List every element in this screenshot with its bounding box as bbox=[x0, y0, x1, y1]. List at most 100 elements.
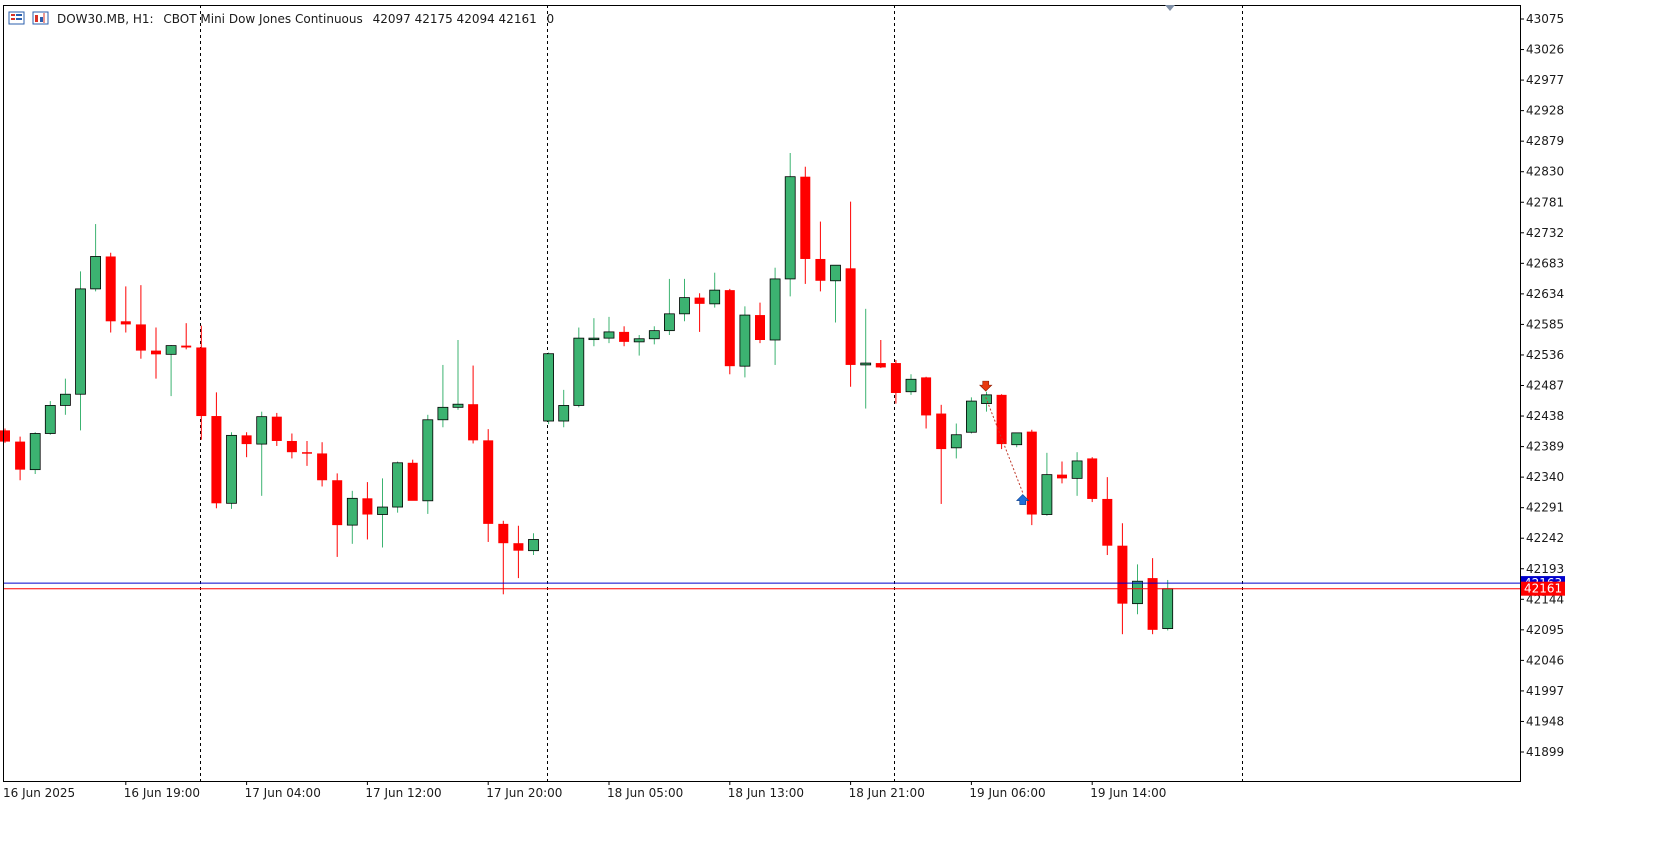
price-tick-label: 43075 bbox=[1526, 12, 1564, 26]
bear-candle-body bbox=[936, 413, 947, 450]
price-tick-label: 42389 bbox=[1526, 440, 1564, 454]
candle bbox=[498, 520, 509, 595]
trade-markers bbox=[979, 380, 1030, 505]
candle bbox=[483, 429, 494, 542]
candle bbox=[90, 224, 101, 292]
price-tick-label: 42781 bbox=[1526, 195, 1564, 209]
candle bbox=[875, 339, 886, 369]
bull-candle-body bbox=[769, 278, 781, 341]
symbol-label: DOW30.MB, H1: bbox=[57, 12, 154, 26]
price-tick-label: 42536 bbox=[1526, 348, 1564, 362]
bull-candle-body bbox=[346, 497, 358, 526]
candle bbox=[196, 325, 207, 440]
price-tick-label: 42585 bbox=[1526, 317, 1564, 331]
bear-candle-body bbox=[302, 452, 312, 454]
candle bbox=[362, 482, 373, 540]
bear-candle-body bbox=[513, 543, 524, 551]
candle bbox=[981, 391, 992, 412]
bull-candle-body bbox=[1071, 460, 1083, 479]
candle bbox=[996, 394, 1007, 450]
bear-candle-body bbox=[724, 290, 735, 367]
grid-layer bbox=[200, 5, 1243, 781]
bull-candle-body bbox=[573, 337, 585, 406]
time-tick-label: 17 Jun 12:00 bbox=[365, 786, 441, 800]
time-axis[interactable]: 16 Jun 2025 16 Jun 19:00 17 Jun 04:00 17 Ju… bbox=[0, 781, 1166, 800]
candle bbox=[105, 252, 116, 333]
price-tick-label: 41899 bbox=[1526, 745, 1564, 759]
plot-border bbox=[3, 5, 1521, 782]
candle bbox=[452, 339, 464, 410]
bull-candle-body bbox=[905, 378, 917, 393]
bull-candle-body bbox=[664, 313, 675, 332]
candle bbox=[286, 433, 297, 459]
bull-candle-body bbox=[528, 539, 539, 552]
bull-candle-body bbox=[633, 338, 645, 343]
bull-candle-body bbox=[603, 331, 615, 339]
bull-candle-body bbox=[588, 337, 600, 341]
candle bbox=[60, 378, 71, 415]
bear-candle-body bbox=[1147, 578, 1158, 630]
candle bbox=[633, 335, 645, 356]
ohlc-values: 42097 42175 42094 42161 bbox=[373, 12, 537, 26]
candle bbox=[377, 478, 388, 548]
bull-candle-body bbox=[648, 330, 660, 340]
sell-arrow-icon bbox=[979, 380, 993, 392]
chart-properties-icon[interactable] bbox=[32, 11, 49, 25]
price-lines bbox=[3, 582, 1520, 590]
candle bbox=[890, 359, 901, 404]
price-tick-label: 42242 bbox=[1526, 531, 1564, 545]
bull-candle-body bbox=[966, 400, 977, 433]
candle bbox=[860, 308, 872, 409]
bull-candle-body bbox=[452, 403, 464, 408]
candle bbox=[165, 344, 177, 397]
bull-candle-body bbox=[739, 314, 751, 367]
candle bbox=[694, 293, 705, 332]
price-tick-label: 42977 bbox=[1526, 73, 1564, 87]
time-tick-label: 18 Jun 13:00 bbox=[728, 786, 804, 800]
candle bbox=[44, 401, 56, 435]
time-tick-label: 17 Jun 20:00 bbox=[486, 786, 562, 800]
candle bbox=[407, 459, 418, 501]
candle bbox=[1087, 457, 1098, 503]
chart-shift-marker-icon[interactable] bbox=[1165, 5, 1175, 11]
bear-candle-body bbox=[468, 404, 479, 441]
candle bbox=[1117, 523, 1128, 635]
bear-candle-body bbox=[483, 440, 494, 524]
candle bbox=[664, 278, 675, 336]
bull-candle-body bbox=[543, 353, 554, 422]
candle bbox=[724, 288, 735, 375]
bull-candle-body bbox=[256, 416, 268, 445]
bear-candle-body bbox=[135, 324, 146, 351]
price-tick-label: 42340 bbox=[1526, 470, 1564, 484]
bear-candle-body bbox=[211, 416, 222, 504]
bear-candle-body bbox=[1057, 474, 1067, 479]
bull-candle-body bbox=[784, 176, 796, 280]
bull-candle-body bbox=[679, 297, 690, 315]
candle bbox=[271, 412, 282, 446]
bear-candle-body bbox=[694, 297, 705, 304]
symbol-list-icon[interactable] bbox=[8, 11, 25, 25]
bear-candle-body bbox=[755, 315, 765, 340]
bear-candle-body bbox=[1102, 498, 1113, 546]
price-tick-label: 42830 bbox=[1526, 165, 1564, 179]
bear-candle-body bbox=[0, 430, 10, 442]
candle bbox=[302, 440, 312, 466]
bear-candle-body bbox=[815, 258, 826, 281]
bear-candle-body bbox=[15, 441, 26, 470]
candle bbox=[1162, 579, 1174, 631]
buy-arrow-icon bbox=[1016, 494, 1030, 505]
bull-candle-body bbox=[226, 434, 237, 504]
bull-candle-body bbox=[860, 362, 872, 366]
candle bbox=[241, 432, 252, 458]
candle bbox=[1041, 452, 1053, 516]
price-tick-label: 42683 bbox=[1526, 256, 1564, 270]
price-axis[interactable]: 43075 43026 42977 42928 42879 42830 42781 42732… bbox=[1520, 12, 1565, 759]
candle bbox=[588, 318, 600, 347]
candle bbox=[603, 316, 615, 344]
candle bbox=[256, 411, 268, 496]
price-tick-label: 43026 bbox=[1526, 43, 1564, 57]
candle bbox=[211, 392, 222, 509]
bull-candle-body bbox=[1041, 474, 1053, 515]
